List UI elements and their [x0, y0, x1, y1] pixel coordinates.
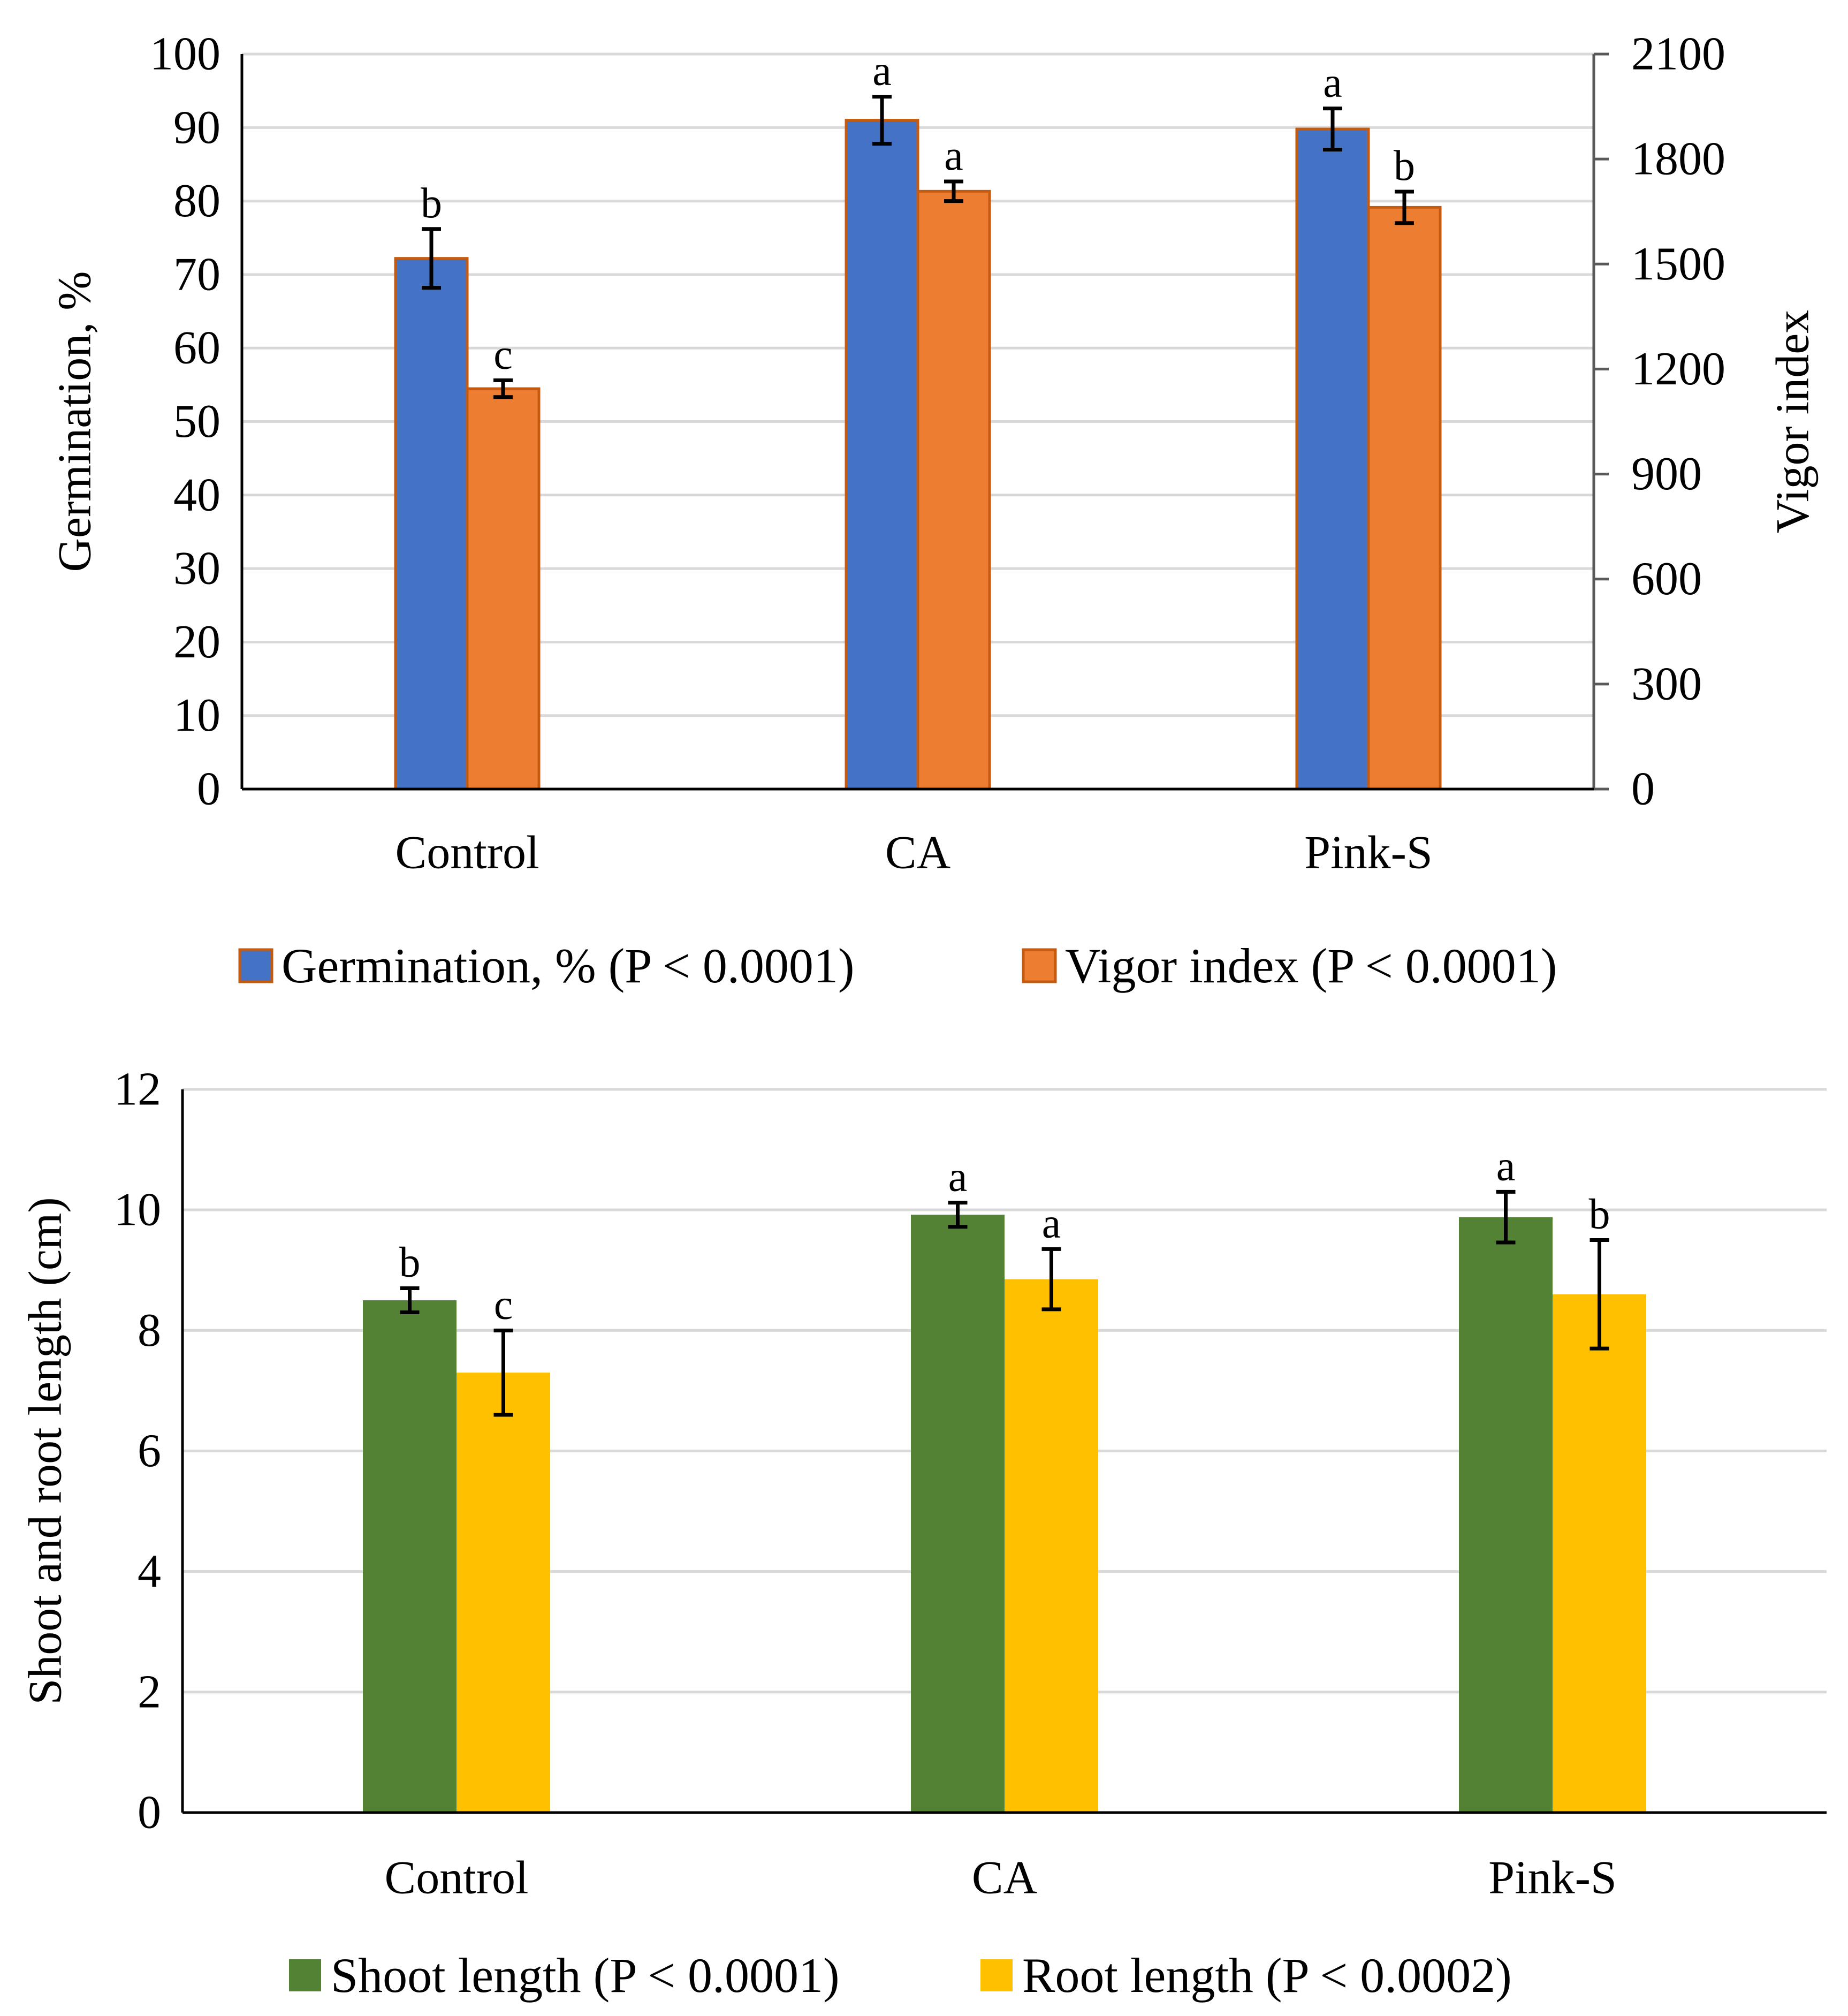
- bar-germination--pink-s: [1295, 127, 1370, 791]
- y-tick-label: 0: [138, 1787, 161, 1839]
- x-category-label: Control: [385, 1852, 529, 1904]
- significance-letter: b: [399, 1239, 421, 1286]
- y-tick-label: 12: [114, 1064, 161, 1116]
- bar-shoot-length-ca: [911, 1215, 1005, 1813]
- y-tick-label: 10: [173, 689, 220, 741]
- y2-axis-label: Vigor index: [1767, 310, 1819, 534]
- y-tick-label: 60: [173, 322, 220, 374]
- y-tick-label: 20: [173, 616, 220, 668]
- y-tick-label: 6: [138, 1425, 161, 1477]
- x-category-label: Pink-S: [1304, 827, 1433, 879]
- significance-letter: c: [494, 1281, 513, 1328]
- bar-germination--control: [394, 257, 469, 791]
- x-category-label: CA: [885, 827, 950, 879]
- bar-vigor-index-ca: [916, 190, 991, 791]
- significance-letter: a: [872, 48, 892, 95]
- legend-swatch: [1022, 948, 1057, 983]
- bar-vigor-index-pink-s: [1367, 206, 1442, 791]
- significance-letter: a: [944, 132, 963, 179]
- bar-shoot-length-pink-s: [1459, 1217, 1553, 1813]
- significance-letter: b: [421, 180, 442, 227]
- bar-shoot-length-control: [363, 1300, 457, 1813]
- x-category-label: CA: [972, 1852, 1037, 1904]
- legend-label: Root length (P < 0.0002): [1022, 1948, 1512, 2003]
- y2-tick-label: 2100: [1631, 28, 1725, 80]
- y-tick-label: 80: [173, 175, 220, 227]
- y-tick-label: 90: [173, 102, 220, 154]
- significance-letter: a: [1323, 59, 1342, 107]
- y2-tick-label: 300: [1631, 658, 1702, 710]
- y-tick-label: 8: [138, 1305, 161, 1356]
- y-tick-label: 0: [197, 763, 220, 815]
- x-category-label: Control: [396, 827, 539, 879]
- y2-tick-label: 600: [1631, 553, 1702, 605]
- bar-vigor-index-control: [466, 387, 541, 791]
- germination-vigor-chart: 0 10 20 30 40 50 60 70 80 90 100 0 300 600 900 1200 1500…: [49, 28, 1819, 994]
- y-tick-label: 100: [150, 28, 220, 80]
- y2-tick-label: 900: [1631, 448, 1702, 500]
- y2-tick-label: 1200: [1631, 343, 1725, 395]
- y2-tick-label: 0: [1631, 763, 1655, 815]
- bar-root-length-ca: [1005, 1279, 1098, 1813]
- legend-swatch: [289, 1959, 321, 1991]
- y-axis-label: Germination, %: [49, 271, 101, 572]
- legend-label: Vigor index (P < 0.0001): [1065, 938, 1557, 993]
- y-axis-label: Shoot and root length (cm): [20, 1197, 72, 1704]
- shoot-root-length-chart: 0 2 4 6 8 10 12 Shoot and root length (cm) b c Con…: [20, 1064, 1827, 2003]
- legend-swatch: [980, 1959, 1013, 1991]
- significance-letter: b: [1394, 142, 1415, 190]
- y-tick-label: 30: [173, 543, 220, 595]
- y2-tick-label: 1500: [1631, 238, 1725, 290]
- significance-letter: a: [1496, 1142, 1516, 1189]
- y-tick-label: 10: [114, 1184, 161, 1236]
- y-tick-label: 4: [138, 1545, 161, 1597]
- bar-root-length-control: [457, 1373, 550, 1813]
- legend-label: Germination, % (P < 0.0001): [282, 938, 855, 993]
- significance-letter: b: [1589, 1191, 1610, 1238]
- legend-swatch: [238, 948, 273, 983]
- legend-label: Shoot length (P < 0.0001): [331, 1948, 840, 2003]
- y-tick-label: 2: [138, 1666, 161, 1718]
- y2-tick-label: 1800: [1631, 133, 1725, 185]
- significance-letter: a: [948, 1154, 968, 1201]
- bar-root-length-pink-s: [1553, 1294, 1646, 1813]
- y-tick-label: 70: [173, 248, 220, 300]
- x-category-label: Pink-S: [1488, 1852, 1617, 1904]
- significance-letter: a: [1042, 1200, 1061, 1247]
- y-tick-label: 50: [173, 396, 220, 448]
- bar-germination--ca: [845, 119, 919, 791]
- significance-letter: c: [493, 331, 513, 378]
- y-tick-label: 40: [173, 469, 220, 521]
